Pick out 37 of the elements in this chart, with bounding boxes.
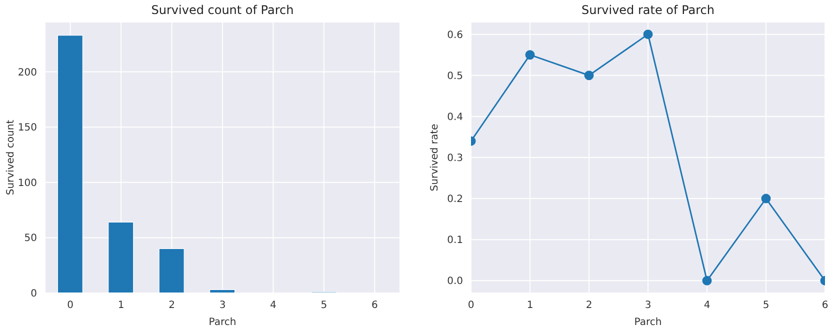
point — [702, 276, 712, 286]
y-tick-label: 0.0 — [447, 276, 463, 288]
chart-title: Survived rate of Parch — [580, 3, 716, 17]
x-axis-title: Parch — [208, 317, 236, 328]
y-tick-label: 0 — [30, 288, 37, 300]
point — [584, 70, 594, 80]
x-tick-label: 6 — [371, 300, 378, 312]
x-tick-label: 3 — [644, 300, 652, 312]
y-tick-label: 100 — [18, 178, 37, 189]
y-tick-label: 0.2 — [447, 194, 463, 206]
x-tick-label: 0 — [468, 300, 474, 312]
x-tick-label: 3 — [219, 300, 226, 312]
y-tick-label: 0.1 — [447, 235, 463, 246]
x-tick-label: 2 — [168, 300, 175, 312]
chart-title: Survived count of Parch — [150, 3, 295, 17]
x-tick-label: 1 — [526, 300, 534, 312]
y-tick-label: 0.4 — [447, 112, 463, 123]
y-axis-title: Survived count — [6, 120, 17, 196]
y-axis-title: Survived rate — [430, 124, 441, 192]
point — [525, 50, 535, 60]
x-tick-label: 4 — [704, 300, 710, 312]
y-tick-label: 0.5 — [447, 70, 463, 82]
x-tick-label: 4 — [270, 300, 276, 312]
x-axis-title: Parch — [634, 317, 662, 328]
y-tick-label: 0.6 — [447, 30, 463, 41]
y-tick-label: 50 — [24, 233, 37, 244]
y-tick-label: 0.3 — [447, 153, 463, 164]
x-tick-label: 2 — [586, 300, 592, 312]
x-tick-label: 0 — [67, 300, 74, 312]
y-tick-label: 150 — [18, 122, 37, 134]
point — [643, 30, 653, 40]
y-tick-label: 200 — [18, 67, 37, 78]
x-tick-label: 5 — [762, 300, 770, 312]
x-tick-label: 5 — [320, 300, 328, 312]
point — [761, 194, 771, 204]
x-tick-label: 1 — [118, 300, 124, 312]
x-tick-label: 6 — [822, 300, 828, 312]
